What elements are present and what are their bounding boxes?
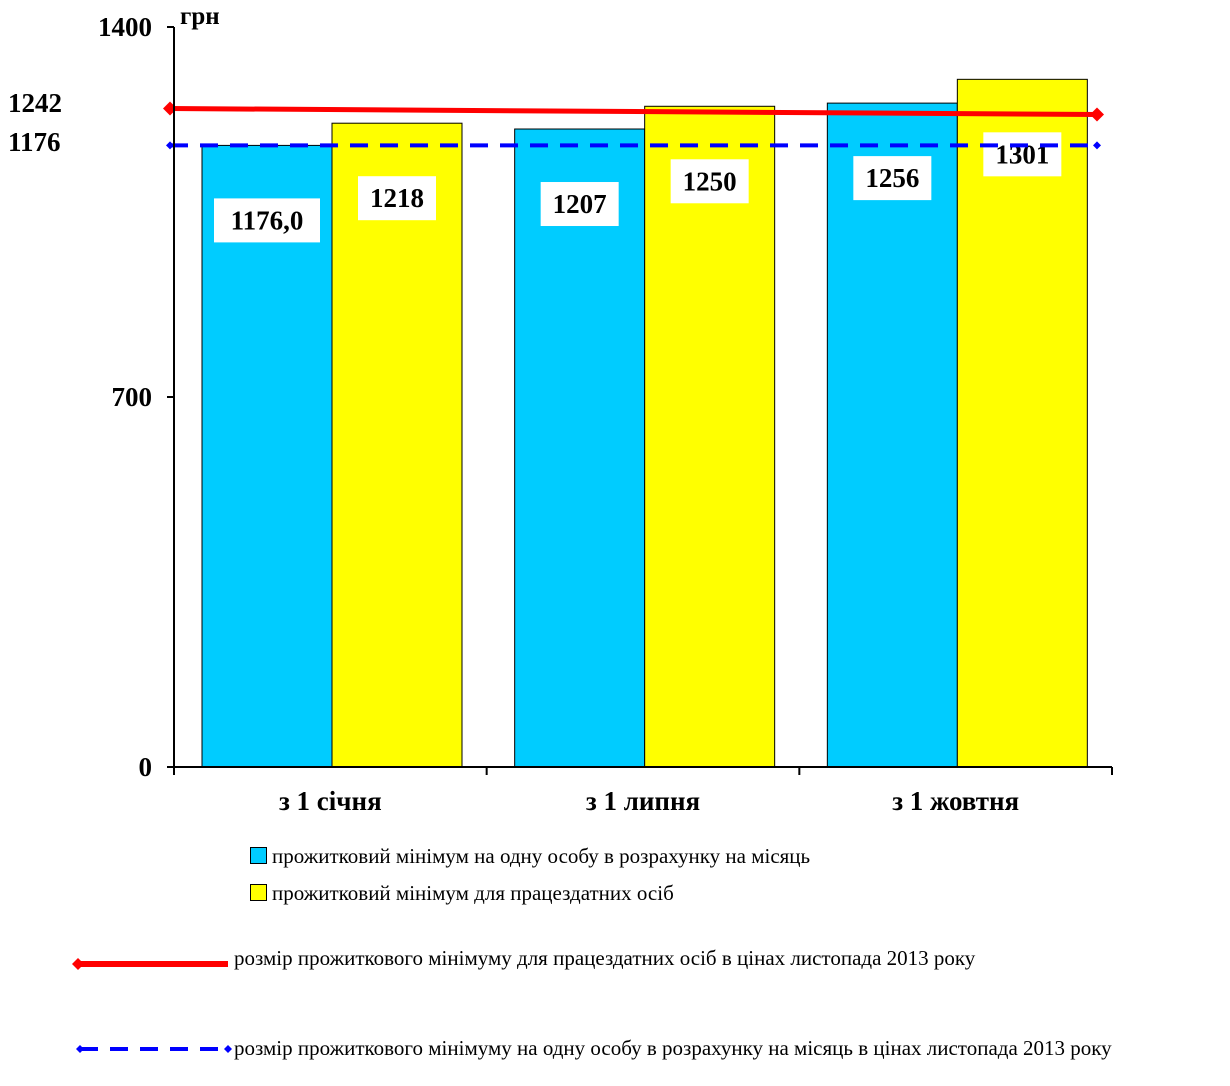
data-label-box-s2-1	[358, 176, 436, 221]
data-label-s1-1: 1176,0	[231, 205, 304, 235]
reference-line-marker-2-1	[166, 141, 174, 150]
reference-line-1	[169, 106, 1098, 118]
legend-item-reference-line-1: розмір прожиткового мінімуму для працезд…	[234, 946, 975, 970]
data-label-box-s2-2	[670, 159, 749, 204]
data-label-s2-2: 1250	[683, 166, 737, 196]
y-tick-label-2: 700	[112, 382, 153, 412]
legend-item-series-1: прожитковий мінімум на одну особу в розр…	[250, 844, 810, 868]
data-label-box-s1-3	[853, 156, 932, 201]
reference-line-marker-2-2	[1093, 141, 1101, 150]
bar-s1-1	[201, 144, 333, 768]
data-label-s2-1: 1218	[370, 183, 424, 213]
y-tick-label-1: 0	[139, 752, 153, 782]
data-label-s1-2: 1207	[553, 189, 607, 219]
legend-sample-marker-1	[72, 958, 84, 970]
y-tick-label-3: 1400	[98, 12, 152, 42]
reference-value-label-2: 1176	[8, 127, 61, 157]
legend-item-series-2: прожитковий мінімум для працездатних осі…	[250, 881, 674, 905]
reference-line-marker-1-2	[1090, 107, 1104, 122]
bar-s1-3	[826, 102, 958, 768]
bar-s2-1	[331, 122, 463, 768]
legend-label-reference-line-2: розмір прожиткового мінімуму на одну осо…	[234, 1036, 1112, 1060]
data-label-s1-3: 1256	[865, 163, 919, 193]
legend-item-reference-line-2: розмір прожиткового мінімуму на одну осо…	[234, 1036, 1194, 1060]
data-label-box-s2-3	[983, 132, 1062, 177]
unit-label: грн	[180, 3, 220, 30]
legend-label-reference-line-1: розмір прожиткового мінімуму для працезд…	[234, 946, 976, 970]
legend-label-series-2: прожитковий мінімум для працездатних осі…	[272, 881, 674, 905]
reference-value-label-1: 1242	[8, 88, 62, 118]
legend-sample-marker-3	[224, 1045, 232, 1053]
x-tick-label-1: з 1 січня	[279, 786, 382, 816]
legend-label-series-1: прожитковий мінімум на одну особу в розр…	[272, 844, 811, 868]
legend-sample-marker-2	[76, 1045, 84, 1053]
bar-s2-3	[956, 78, 1088, 768]
legend-swatch-series-1	[250, 847, 267, 864]
data-label-box-s1-2	[540, 182, 619, 227]
x-tick-label-3: з 1 жовтня	[892, 786, 1019, 816]
legend-swatch-series-2	[250, 884, 267, 901]
x-tick-label-2: з 1 липня	[586, 786, 700, 816]
bar-s1-2	[514, 128, 646, 768]
bar-s2-2	[644, 105, 776, 768]
data-label-box-s1-1	[214, 198, 320, 243]
